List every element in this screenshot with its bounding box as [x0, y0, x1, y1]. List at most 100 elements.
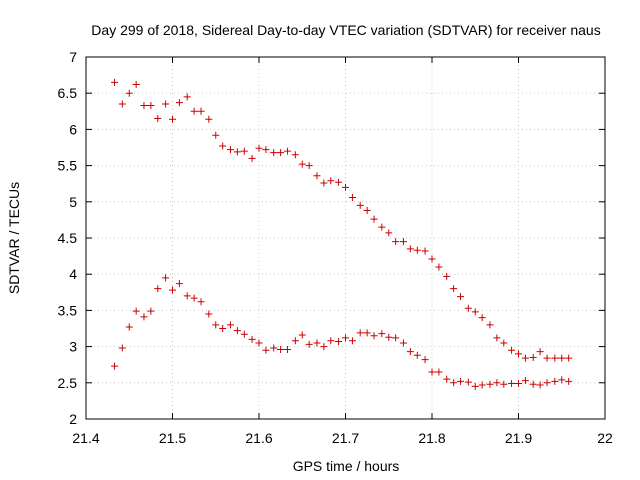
data-point: [385, 229, 393, 237]
ticks: [85, 56, 606, 420]
data-point: [212, 131, 220, 139]
data-point: [262, 346, 270, 354]
data-point: [147, 307, 155, 315]
data-point: [515, 380, 522, 388]
data-point: [197, 298, 205, 306]
data-point: [515, 350, 522, 358]
x-tick-labels: 21.4 21.5 21.6 21.7 21.8 21.9 22: [72, 430, 613, 446]
data-point: [291, 337, 299, 345]
data-point: [378, 223, 386, 231]
data-point: [406, 245, 414, 253]
data-point: [551, 354, 559, 362]
y-tick-label: 6: [69, 121, 77, 137]
data-point: [521, 377, 529, 385]
data-point: [233, 327, 241, 335]
data-point: [132, 307, 140, 315]
data-point: [543, 379, 551, 387]
x-tick-label: 21.6: [245, 430, 272, 446]
data-point: [140, 102, 148, 110]
data-point: [125, 89, 133, 97]
data-point: [226, 321, 234, 329]
data-point: [421, 247, 429, 255]
data-point: [471, 308, 479, 316]
data-point: [284, 147, 292, 155]
data-point: [291, 151, 299, 159]
data-point: [190, 107, 198, 115]
y-tick-label: 3: [69, 339, 77, 355]
data-point: [450, 285, 458, 293]
data-point: [342, 183, 349, 191]
data-point: [162, 100, 170, 108]
data-point: [565, 377, 573, 385]
y-tick-label: 6.5: [58, 85, 78, 101]
data-point: [348, 337, 356, 345]
data-point: [493, 379, 501, 387]
data-point: [348, 193, 356, 201]
data-point: [277, 345, 285, 353]
data-point: [486, 321, 494, 329]
data-point: [212, 321, 220, 329]
x-tick-label: 21.8: [418, 430, 445, 446]
data-point: [154, 115, 162, 123]
data-point: [118, 344, 126, 352]
data-point: [118, 100, 126, 108]
y-axis-label: SDTVAR / TECUs: [6, 182, 22, 294]
data-point: [558, 354, 566, 362]
data-point: [521, 354, 529, 362]
data-point: [399, 339, 407, 347]
data-point: [248, 335, 256, 343]
x-tick-label: 21.5: [159, 430, 186, 446]
data-point: [385, 333, 393, 341]
data-point: [464, 304, 472, 312]
data-point: [147, 102, 155, 110]
data-point: [233, 148, 241, 156]
series-upper: [111, 78, 573, 362]
data-point: [284, 345, 292, 353]
data-point: [313, 339, 321, 347]
data-point: [399, 238, 407, 246]
data-point: [406, 348, 414, 356]
data-point: [478, 381, 486, 389]
data-point: [111, 362, 119, 370]
data-point: [255, 339, 263, 347]
data-point: [370, 332, 378, 340]
data-point: [219, 142, 227, 150]
data-point: [500, 339, 508, 347]
data-point: [327, 337, 335, 345]
data-point: [175, 280, 183, 288]
y-tick-label: 4.5: [58, 230, 78, 246]
data-point: [536, 381, 544, 389]
y-tick-label: 2: [69, 411, 77, 427]
data-point: [335, 178, 343, 186]
data-point: [435, 263, 443, 271]
series-lower: [111, 274, 573, 390]
data-point: [508, 380, 516, 388]
data-point: [140, 313, 148, 321]
data-point: [435, 368, 443, 376]
chart-title: Day 299 of 2018, Sidereal Day-to-day VTE…: [91, 22, 600, 38]
data-point: [457, 377, 465, 385]
data-point: [464, 378, 472, 386]
x-axis-label: GPS time / hours: [293, 458, 400, 474]
data-point: [392, 334, 400, 342]
y-tick-label: 4: [69, 266, 77, 282]
data-point: [226, 146, 234, 154]
data-point: [363, 329, 371, 337]
data-point: [421, 356, 429, 364]
data-point: [132, 81, 140, 89]
data-point: [320, 179, 328, 187]
y-tick-labels: 2 2.5 3 3.5 4 4.5 5 5.5 6 6.5 7: [58, 49, 78, 427]
data-point: [162, 274, 170, 282]
data-point: [450, 379, 458, 387]
data-point: [500, 380, 508, 388]
data-point: [125, 323, 133, 331]
data-point: [190, 294, 198, 302]
data-point: [413, 351, 421, 359]
data-point: [313, 172, 321, 180]
data-point: [270, 344, 278, 352]
data-point: [378, 330, 386, 338]
data-point: [551, 377, 559, 385]
data-point: [320, 343, 328, 351]
data-point: [175, 99, 183, 107]
